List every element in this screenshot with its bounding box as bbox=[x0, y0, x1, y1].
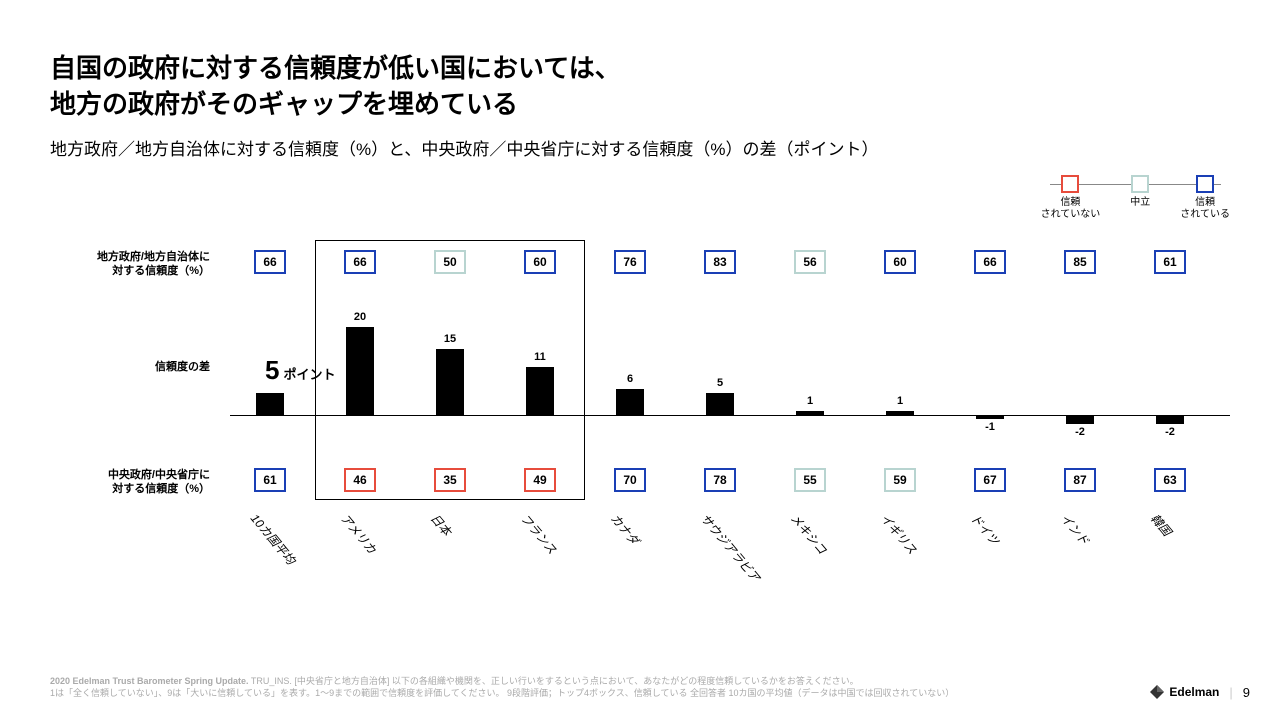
diff-value-label: 6 bbox=[610, 373, 650, 385]
category-label: 日本 bbox=[427, 510, 455, 539]
central-trust-value: 63 bbox=[1154, 468, 1186, 492]
category-label: イギリス bbox=[877, 510, 921, 558]
local-trust-value: 66 bbox=[974, 250, 1006, 274]
central-trust-value: 70 bbox=[614, 468, 646, 492]
category-label: インド bbox=[1057, 510, 1093, 549]
title-line-2: 地方の政府がそのギャップを埋めている bbox=[50, 86, 621, 122]
central-trust-value: 78 bbox=[704, 468, 736, 492]
legend-item: 中立 bbox=[1130, 175, 1150, 209]
title-line-1: 自国の政府に対する信頼度が低い国においては、 bbox=[50, 50, 621, 86]
diff-bar bbox=[256, 393, 284, 415]
row-label-diff: 信頼度の差 bbox=[50, 360, 210, 374]
central-trust-value: 61 bbox=[254, 468, 286, 492]
category-label: サウジアラビア bbox=[697, 510, 764, 585]
local-trust-value: 83 bbox=[704, 250, 736, 274]
legend-label: 信頼されていない bbox=[1041, 197, 1101, 221]
page-title: 自国の政府に対する信頼度が低い国においては、 地方の政府がそのギャップを埋めてい… bbox=[50, 50, 621, 123]
legend-swatch bbox=[1061, 175, 1079, 193]
diff-value-label: -1 bbox=[970, 421, 1010, 433]
central-trust-value: 67 bbox=[974, 468, 1006, 492]
legend-item: 信頼されている bbox=[1180, 175, 1230, 221]
category-label: 韓国 bbox=[1147, 510, 1175, 539]
central-trust-value: 87 bbox=[1064, 468, 1096, 492]
trust-gap-chart: 地方政府/地方自治体に対する信頼度（%） 信頼度の差 中央政府/中央省庁に対する… bbox=[50, 230, 1230, 600]
page-subtitle: 地方政府／地方自治体に対する信頼度（%）と、中央政府／中央省庁に対する信頼度（%… bbox=[50, 135, 879, 160]
diff-value-label: 5 bbox=[700, 377, 740, 389]
category-label: 10カ国平均 bbox=[247, 510, 299, 568]
brand-name: Edelman bbox=[1169, 685, 1219, 699]
diff-bar bbox=[796, 411, 824, 415]
footer-right: Edelman | 9 bbox=[1149, 684, 1250, 700]
edelman-logo: Edelman bbox=[1149, 684, 1219, 700]
legend-label: 信頼されている bbox=[1180, 197, 1230, 221]
trust-legend: 信頼されていない 中立 信頼されている bbox=[1041, 175, 1230, 221]
legend-swatch bbox=[1196, 175, 1214, 193]
local-trust-value: 60 bbox=[884, 250, 916, 274]
category-label: フランス bbox=[517, 510, 561, 558]
page-number: 9 bbox=[1243, 685, 1250, 700]
category-label: カナダ bbox=[607, 510, 643, 549]
footnote: 2020 Edelman Trust Barometer Spring Upda… bbox=[50, 675, 1230, 700]
logo-icon bbox=[1149, 684, 1165, 700]
row-label-central: 中央政府/中央省庁に対する信頼度（%） bbox=[50, 468, 210, 497]
category-label: メキシコ bbox=[787, 510, 831, 558]
category-label: アメリカ bbox=[337, 510, 380, 557]
diff-bar bbox=[616, 389, 644, 415]
central-trust-value: 55 bbox=[794, 468, 826, 492]
diff-value-label: -2 bbox=[1150, 426, 1190, 438]
diff-value-label: 1 bbox=[880, 395, 920, 407]
category-label: ドイツ bbox=[967, 510, 1003, 549]
legend-label: 中立 bbox=[1130, 197, 1150, 209]
diff-bar bbox=[976, 415, 1004, 419]
local-trust-value: 76 bbox=[614, 250, 646, 274]
local-trust-value: 61 bbox=[1154, 250, 1186, 274]
diff-bar bbox=[1066, 415, 1094, 424]
local-trust-value: 85 bbox=[1064, 250, 1096, 274]
diff-bar bbox=[706, 393, 734, 415]
diff-bar bbox=[886, 411, 914, 415]
central-trust-value: 59 bbox=[884, 468, 916, 492]
diff-bar bbox=[1156, 415, 1184, 424]
highlight-box bbox=[315, 240, 585, 500]
legend-swatch bbox=[1131, 175, 1149, 193]
diff-value-label: -2 bbox=[1060, 426, 1100, 438]
legend-item: 信頼されていない bbox=[1041, 175, 1101, 221]
diff-value-label: 1 bbox=[790, 395, 830, 407]
local-trust-value: 56 bbox=[794, 250, 826, 274]
local-trust-value: 66 bbox=[254, 250, 286, 274]
row-label-local: 地方政府/地方自治体に対する信頼度（%） bbox=[50, 250, 210, 279]
